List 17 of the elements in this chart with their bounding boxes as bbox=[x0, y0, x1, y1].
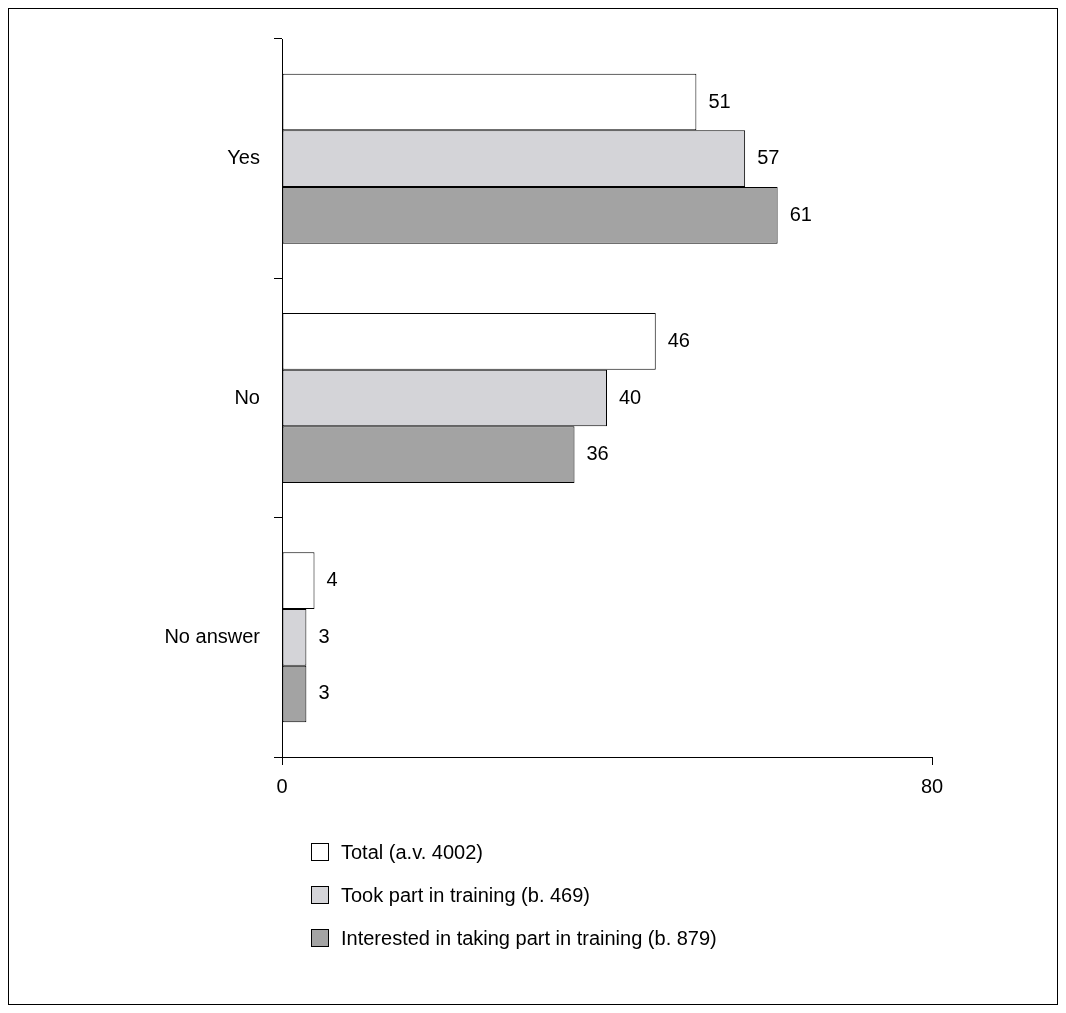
data-label: 3 bbox=[318, 681, 330, 704]
x-tick-label: 80 bbox=[920, 774, 944, 797]
y-tick-label: No answer bbox=[164, 624, 261, 647]
data-label: 4 bbox=[326, 568, 338, 591]
y-tick-label: No bbox=[234, 385, 260, 408]
legend-label: Took part in training (b. 469) bbox=[341, 883, 591, 907]
data-label: 36 bbox=[586, 442, 609, 465]
data-label: 57 bbox=[757, 146, 780, 169]
data-label: 40 bbox=[619, 385, 642, 408]
y-tick-label: Yes bbox=[227, 146, 260, 169]
data-label: 61 bbox=[789, 202, 812, 225]
text: Total (a.v. 4002) bbox=[341, 840, 483, 864]
data-label: 46 bbox=[667, 328, 690, 351]
data-label: 51 bbox=[708, 89, 731, 112]
legend-label: Interested in taking part in training (b. 879) bbox=[341, 926, 717, 950]
data-label: 3 bbox=[318, 624, 330, 647]
x-tick-label: 0 bbox=[276, 774, 288, 797]
